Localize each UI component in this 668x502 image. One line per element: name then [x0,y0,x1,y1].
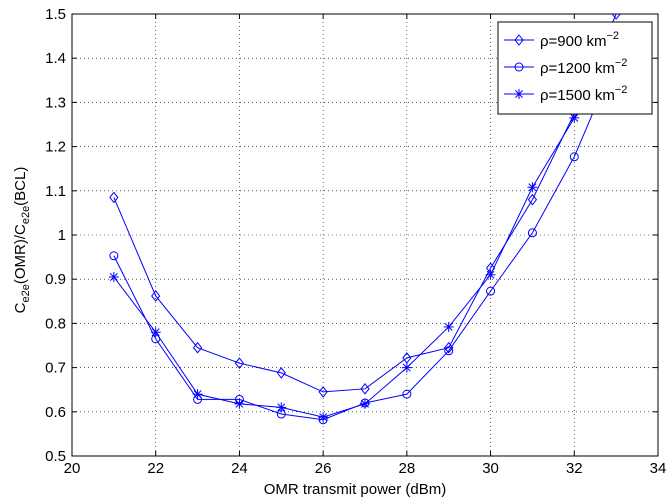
legend-label: ρ=1200 km−2 [540,57,627,77]
x-tick-label: 26 [315,460,332,477]
legend: ρ=900 km−2ρ=1200 km−2ρ=1500 km−2 [498,22,652,114]
data-point [318,412,328,422]
data-point [110,252,118,260]
y-tick-label: 0.8 [45,315,66,332]
y-tick-label: 0.7 [45,360,66,377]
legend-label-superscript: −2 [606,30,619,42]
x-axis-title: OMR transmit power (dBm) [264,481,447,498]
data-point [527,182,537,192]
y-axis-title-subscript: e2e [20,206,32,224]
data-point [193,389,203,399]
data-point [151,327,161,337]
y-axis-title: Ce2e(OMR)/Ce2e(BCL) [12,167,32,314]
y-tick-label: 0.5 [45,448,66,465]
data-point [486,270,496,280]
data-point [444,322,454,332]
data-point [234,399,244,409]
x-tick-label: 32 [566,460,583,477]
y-tick-label: 1.2 [45,139,66,156]
legend-marker [514,89,524,99]
data-point [402,363,412,373]
y-tick-label: 1 [58,227,66,244]
y-tick-label: 0.9 [45,271,66,288]
y-tick-label: 0.6 [45,404,66,421]
legend-label: ρ=1500 km−2 [540,84,627,104]
y-tick-label: 1.3 [45,94,66,111]
y-axis-title-part: (OMR)/C [12,224,29,284]
y-axis-title-subscript: e2e [20,284,32,302]
y-tick-label: 1.4 [45,50,66,67]
legend-label-superscript: −2 [615,84,628,96]
legend-label-text: ρ=1200 km [540,60,615,77]
data-point [276,402,286,412]
legend-label-superscript: −2 [615,57,628,69]
x-tick-label: 34 [650,460,667,477]
data-point [360,399,370,409]
x-tick-label: 28 [399,460,416,477]
legend-label-text: ρ=900 km [540,33,606,50]
y-axis-title-part: (BCL) [12,167,29,206]
legend-label-text: ρ=1500 km [540,87,615,104]
data-point [109,272,119,282]
x-tick-label: 22 [147,460,164,477]
y-tick-label: 1.5 [45,6,66,23]
x-tick-label: 20 [64,460,81,477]
y-axis-title-part: C [12,302,29,313]
y-tick-label: 1.1 [45,183,66,200]
x-tick-label: 24 [231,460,248,477]
x-tick-label: 30 [482,460,499,477]
